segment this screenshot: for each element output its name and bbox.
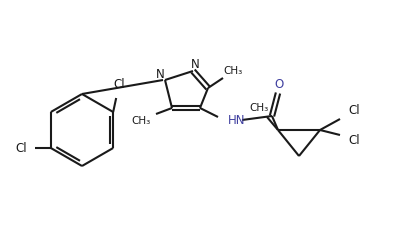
Text: CH₃: CH₃ <box>131 116 150 126</box>
Text: O: O <box>274 79 284 91</box>
Text: HN: HN <box>228 114 246 127</box>
Text: CH₃: CH₃ <box>250 103 269 113</box>
Text: N: N <box>191 58 199 70</box>
Text: Cl: Cl <box>348 134 360 148</box>
Text: CH₃: CH₃ <box>223 66 243 76</box>
Text: Cl: Cl <box>348 104 360 118</box>
Text: N: N <box>156 69 164 81</box>
Text: Cl: Cl <box>15 142 27 154</box>
Text: Cl: Cl <box>113 78 125 90</box>
